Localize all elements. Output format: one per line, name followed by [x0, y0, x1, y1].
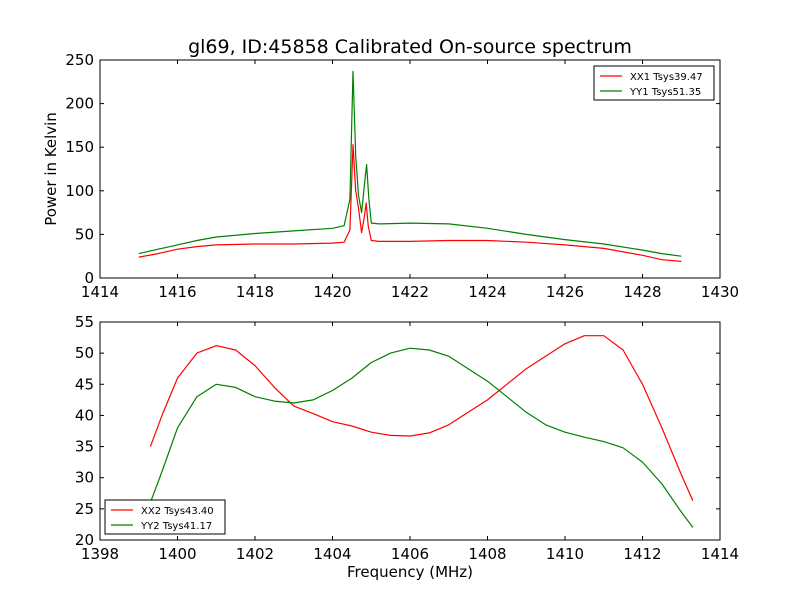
x-tick-label: 1414 — [81, 283, 119, 301]
y-tick-label: 50 — [75, 225, 94, 243]
y-tick-label: 0 — [84, 269, 94, 287]
legend: XX1 Tsys39.47 YY1 Tsys51.35 — [593, 65, 715, 101]
x-tick-label: 1430 — [701, 283, 739, 301]
series-line-1 — [138, 144, 682, 262]
y-tick-label: 30 — [75, 469, 94, 487]
x-tick-label: 1406 — [391, 545, 429, 563]
figure-title: gl69, ID:45858 Calibrated On-source spec… — [188, 36, 632, 58]
series-line-2 — [149, 347, 694, 528]
bottom-spectrum-panel: 1398 1400 1402 1404 1406 1408 1410 1412 1414 20 25… — [75, 313, 739, 581]
y-tick-label: 35 — [75, 438, 94, 456]
top-spectrum-panel: 1414 1416 1418 1420 1422 1424 1426 1428 1430 0 50 1… — [42, 51, 739, 301]
y-tick-label: 250 — [65, 51, 94, 69]
y-tick-label: 40 — [75, 406, 94, 424]
x-tick-label: 1422 — [391, 283, 429, 301]
x-tick-label: 1412 — [623, 545, 661, 563]
y-tick-label: 25 — [75, 500, 94, 518]
x-axis-label: Frequency (MHz) — [347, 563, 473, 581]
series-line-2 — [138, 70, 682, 257]
legend-label: YY2 Tsys41.17 — [140, 521, 212, 532]
legend-label: YY1 Tsys51.35 — [629, 87, 701, 98]
legend-label: XX1 Tsys39.47 — [630, 72, 703, 83]
legend-label: XX2 Tsys43.40 — [141, 506, 214, 517]
y-tick-label: 100 — [65, 182, 94, 200]
y-tick-label: 20 — [75, 531, 94, 549]
y-tick-label: 150 — [65, 138, 94, 156]
x-tick-label: 1416 — [158, 283, 196, 301]
y-tick-label: 55 — [75, 313, 94, 331]
series-line-1 — [149, 335, 694, 502]
x-tick-label: 1398 — [81, 545, 119, 563]
y-tick-label: 45 — [75, 375, 94, 393]
x-tick-label: 1404 — [313, 545, 351, 563]
y-axis-label: Power in Kelvin — [42, 112, 60, 226]
x-tick-label: 1426 — [546, 283, 584, 301]
x-tick-label: 1408 — [468, 545, 506, 563]
y-tick-label: 50 — [75, 344, 94, 362]
x-tick-label: 1418 — [236, 283, 274, 301]
y-tick-label: 200 — [65, 95, 94, 113]
x-tick-label: 1428 — [623, 283, 661, 301]
x-tick-label: 1410 — [546, 545, 584, 563]
x-tick-label: 1400 — [158, 545, 196, 563]
x-tick-label: 1414 — [701, 545, 739, 563]
legend-box — [593, 65, 715, 101]
legend: XX2 Tsys43.40 YY2 Tsys41.17 — [104, 499, 226, 535]
x-tick-label: 1424 — [468, 283, 506, 301]
x-tick-label: 1402 — [236, 545, 274, 563]
legend-box — [104, 499, 226, 535]
x-tick-label: 1420 — [313, 283, 351, 301]
